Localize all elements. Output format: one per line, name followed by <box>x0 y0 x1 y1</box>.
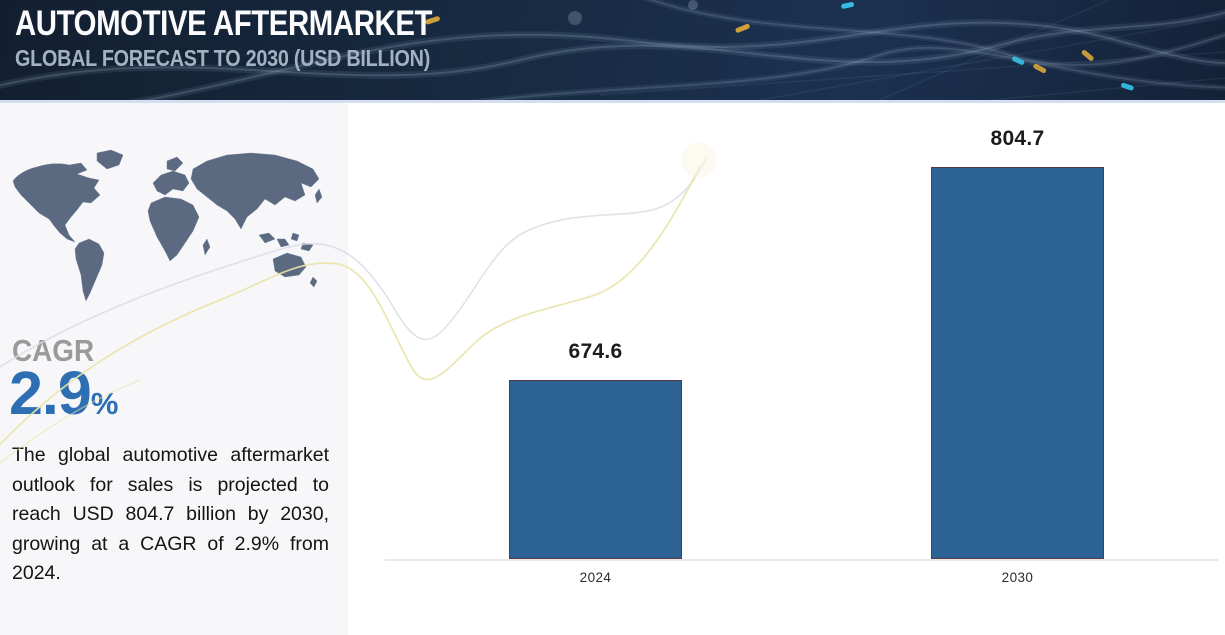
bar-group-2030: 804.7 2030 <box>931 127 1104 585</box>
x-axis-tick-2024: 2024 <box>579 570 612 585</box>
bar-group-2024: 674.6 2024 <box>509 340 682 585</box>
x-axis-tick-2030: 2030 <box>1001 570 1034 585</box>
chart-bar-2030 <box>931 167 1104 559</box>
bar-value-label-2024: 674.6 <box>568 340 623 363</box>
chart-bar-2024 <box>509 380 682 559</box>
page-subtitle: GLOBAL FORECAST TO 2030 (USD BILLION) <box>15 45 431 71</box>
page-title: AUTOMOTIVE AFTERMARKET <box>15 4 433 43</box>
header-banner: AUTOMOTIVE AFTERMARKET GLOBAL FORECAST T… <box>0 0 1225 103</box>
bar-value-label-2030: 804.7 <box>990 127 1045 150</box>
header-network-graphic <box>0 0 1225 100</box>
x-axis-line <box>385 559 1218 561</box>
header-light-dashes <box>425 2 1134 91</box>
